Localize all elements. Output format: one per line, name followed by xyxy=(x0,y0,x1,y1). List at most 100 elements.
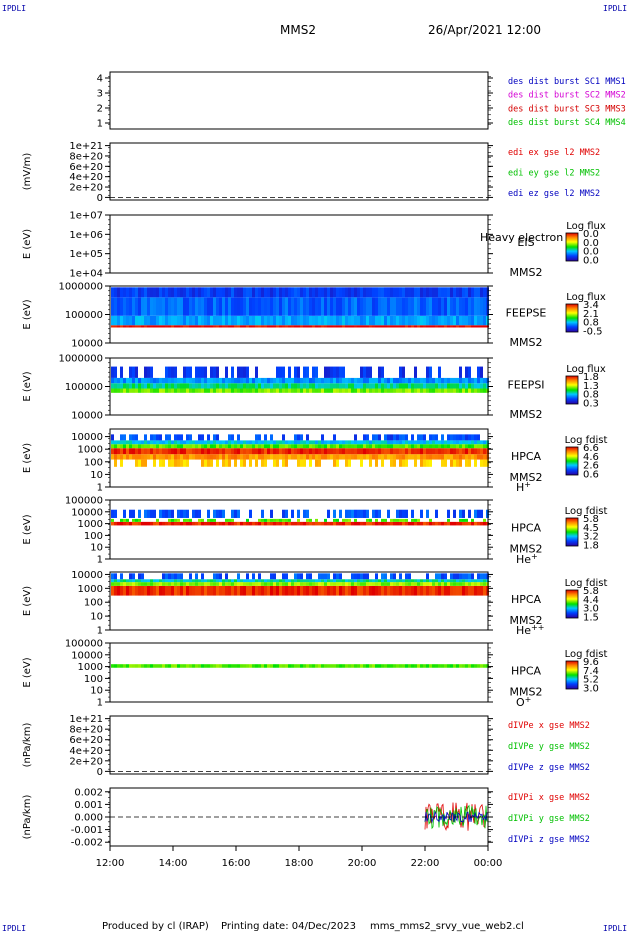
heatmap-cell xyxy=(117,454,120,460)
heatmap-cell xyxy=(114,325,117,328)
heatmap-cell xyxy=(201,585,204,596)
heatmap-cell xyxy=(438,325,441,328)
heatmap-cell xyxy=(411,585,414,596)
heatmap-cell xyxy=(426,454,429,460)
heatmap-cell xyxy=(330,388,333,393)
heatmap-cell xyxy=(222,454,225,460)
heatmap-cell xyxy=(333,582,336,586)
heatmap-cell xyxy=(225,518,228,522)
heatmap-cell xyxy=(213,521,216,526)
heatmap-cell xyxy=(360,448,363,455)
heatmap-cell xyxy=(120,377,123,384)
heatmap-cell xyxy=(138,325,141,328)
heatmap-cell xyxy=(339,448,342,455)
heatmap-cell xyxy=(126,579,129,583)
heatmap-cell xyxy=(354,585,357,596)
heatmap-cell xyxy=(216,444,219,449)
heatmap-cell xyxy=(222,287,225,298)
heatmap-cell xyxy=(255,377,258,384)
heatmap-cell xyxy=(390,448,393,455)
heatmap-cell xyxy=(171,518,174,522)
heatmap-cell xyxy=(291,664,294,668)
heatmap-cell xyxy=(213,579,216,583)
heatmap-cell xyxy=(483,388,486,393)
heatmap-cell xyxy=(468,315,471,326)
heatmap-cell xyxy=(426,440,429,445)
heatmap-cell xyxy=(216,579,219,583)
heatmap-cell xyxy=(225,585,228,596)
heatmap-cell xyxy=(252,579,255,583)
heatmap-cell xyxy=(162,325,165,328)
heatmap-cell xyxy=(369,579,372,583)
heatmap-cell xyxy=(138,440,141,445)
heatmap-cell xyxy=(312,664,315,668)
heatmap-cell xyxy=(255,444,258,449)
heatmap-cell xyxy=(471,664,474,668)
heatmap-cell xyxy=(303,444,306,449)
heatmap-cell xyxy=(420,377,423,384)
heatmap-cell xyxy=(447,454,450,460)
heatmap-cell xyxy=(264,287,267,298)
heatmap-cell xyxy=(423,585,426,596)
heatmap-cell xyxy=(354,521,357,526)
heatmap-cell xyxy=(276,377,279,384)
heatmap-cell xyxy=(366,444,369,449)
heatmap-cell xyxy=(396,521,399,526)
heatmap-cell xyxy=(363,454,366,460)
heatmap-cell xyxy=(348,315,351,326)
heatmap-cell xyxy=(147,366,150,378)
heatmap-cell xyxy=(456,325,459,328)
heatmap-cell xyxy=(297,434,300,441)
heatmap-cell xyxy=(174,287,177,298)
heatmap-cell xyxy=(483,521,486,526)
heatmap-hpca-o xyxy=(111,664,489,668)
heatmap-cell xyxy=(321,573,324,580)
heatmap-cell xyxy=(138,582,141,586)
heatmap-cell xyxy=(198,509,201,518)
heatmap-cell xyxy=(114,509,117,518)
heatmap-cell xyxy=(171,325,174,328)
heatmap-cell xyxy=(267,579,270,583)
heatmap-cell xyxy=(465,444,468,449)
heatmap-cell xyxy=(375,444,378,449)
heatmap-cell xyxy=(168,664,171,668)
heatmap-cell xyxy=(363,287,366,298)
heatmap-cell xyxy=(165,434,168,441)
heatmap-cell xyxy=(423,377,426,384)
heatmap-cell xyxy=(375,315,378,326)
heatmap-cell xyxy=(267,440,270,445)
heatmap-cell xyxy=(144,366,147,378)
ytick-label: 1 xyxy=(97,698,103,709)
heatmap-cell xyxy=(147,521,150,526)
heatmap-cell xyxy=(240,325,243,328)
heatmap-cell xyxy=(429,518,432,522)
heatmap-cell xyxy=(198,582,201,586)
heatmap-cell xyxy=(363,579,366,583)
heatmap-cell xyxy=(447,388,450,393)
heatmap-cell xyxy=(420,459,423,467)
heatmap-cell xyxy=(138,573,141,580)
heatmap-cell xyxy=(186,454,189,460)
heatmap-cell xyxy=(390,444,393,449)
heatmap-cell xyxy=(450,325,453,328)
heatmap-cell xyxy=(480,287,483,298)
heatmap-cell xyxy=(321,440,324,445)
heatmap-cell xyxy=(369,366,372,378)
heatmap-cell xyxy=(294,573,297,580)
heatmap-cell xyxy=(354,287,357,298)
heatmap-cell xyxy=(240,582,243,586)
heatmap-cell xyxy=(441,325,444,328)
heatmap-cell xyxy=(195,383,198,389)
heatmap-cell xyxy=(201,383,204,389)
heatmap-cell xyxy=(117,377,120,384)
heatmap-cell xyxy=(141,582,144,586)
heatmap-cell xyxy=(444,388,447,393)
heatmap-cell xyxy=(420,297,423,316)
heatmap-cell xyxy=(483,573,486,580)
heatmap-cell xyxy=(153,664,156,668)
heatmap-cell xyxy=(258,377,261,384)
heatmap-cell xyxy=(465,585,468,596)
heatmap-cell xyxy=(348,579,351,583)
heatmap-cell xyxy=(153,459,156,467)
heatmap-cell xyxy=(303,325,306,328)
